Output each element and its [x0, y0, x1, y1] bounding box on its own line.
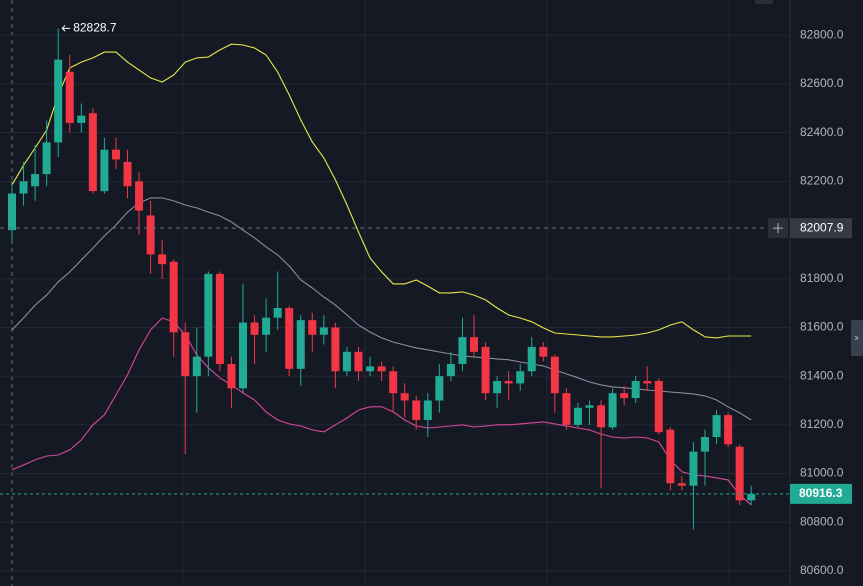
y-tick-label: 81200.0 [800, 417, 844, 431]
candle-body [666, 429, 675, 484]
candle-body [135, 181, 144, 211]
candle-body [585, 405, 594, 408]
candle-body [285, 307, 294, 369]
vertical-grid [11, 0, 730, 586]
y-tick-label: 82800.0 [800, 27, 844, 41]
candle-body [412, 400, 421, 420]
candle-body [550, 356, 559, 394]
candle-body [250, 322, 259, 335]
candle-body [516, 371, 525, 384]
y-tick-label: 80800.0 [800, 514, 844, 528]
y-tick-label: 81600.0 [800, 320, 844, 334]
y-tick-label: 81000.0 [800, 466, 844, 480]
candle-body [389, 371, 398, 394]
crosshair-price-label: 82007.9 [800, 220, 844, 234]
candle-body [19, 181, 28, 194]
candle-body [192, 356, 201, 377]
candle-body [701, 437, 709, 452]
candle-body [527, 346, 536, 372]
candle-body [227, 363, 236, 389]
candle-body [677, 483, 686, 486]
y-tick-label: 82400.0 [800, 125, 844, 139]
candle-body [169, 261, 178, 333]
candle-body [470, 337, 478, 352]
candle-body [239, 322, 247, 389]
candle-body [296, 320, 305, 369]
candle-body [377, 366, 386, 372]
candle-body [273, 307, 282, 318]
candle-body [608, 393, 617, 428]
candle-body [654, 381, 663, 433]
candle-body [308, 320, 317, 335]
candle-body [435, 376, 444, 401]
y-tick-label: 82600.0 [800, 76, 844, 90]
candle-body [562, 393, 571, 425]
y-tick-label: 80600.0 [800, 563, 844, 577]
high-arrow [61, 24, 71, 32]
candle-body [354, 351, 363, 372]
candle-body [158, 254, 167, 265]
candle-body [539, 346, 548, 357]
candle-body [111, 149, 120, 160]
toolbar-handle[interactable] [755, 0, 773, 4]
candle-body [620, 393, 629, 399]
candle-body [31, 174, 40, 187]
candle-body [631, 381, 640, 399]
band-line [11, 317, 752, 506]
last-price-label: 80916.3 [799, 486, 843, 500]
candle-body [8, 193, 16, 231]
candle-body [100, 149, 109, 192]
candle-body [712, 415, 721, 438]
candle-body [504, 381, 513, 384]
candle-body [77, 115, 86, 123]
scroll-tab-arrow [854, 335, 859, 341]
scroll-tab[interactable] [851, 320, 863, 356]
candle-body [458, 337, 467, 364]
candle-body [366, 366, 375, 372]
crosshair-price-box [790, 218, 852, 239]
candle-body [88, 113, 97, 192]
y-tick-label: 81400.0 [800, 368, 844, 382]
candle-body [573, 407, 582, 425]
candle-body [215, 273, 224, 364]
candle-body [54, 59, 63, 143]
candle-body [481, 346, 490, 394]
candle-body [262, 317, 271, 335]
candle-body [146, 215, 155, 255]
y-tick-label: 81800.0 [800, 271, 844, 285]
candle-body [643, 381, 652, 384]
high-marker-label: 82828.7 [73, 20, 117, 34]
candle-body [689, 451, 698, 486]
last-price-box [790, 483, 852, 504]
candle-body [446, 363, 455, 377]
candle-body [724, 415, 733, 445]
candle-body [342, 351, 351, 372]
candle-body [123, 161, 132, 187]
candle-body [331, 327, 340, 372]
candle-body [400, 393, 409, 401]
candle-body [65, 71, 74, 123]
candle-body [735, 446, 744, 501]
candle-body [597, 405, 606, 428]
y-tick-label: 82200.0 [800, 174, 844, 188]
candle-body [204, 273, 213, 357]
candle-body [181, 332, 190, 377]
candle-body [42, 142, 51, 175]
candle-body [747, 493, 756, 501]
candle-body [319, 327, 328, 335]
band-line [11, 43, 752, 339]
candle-body [423, 400, 432, 420]
candle-body [493, 381, 502, 394]
crosshair-plus [773, 223, 783, 234]
